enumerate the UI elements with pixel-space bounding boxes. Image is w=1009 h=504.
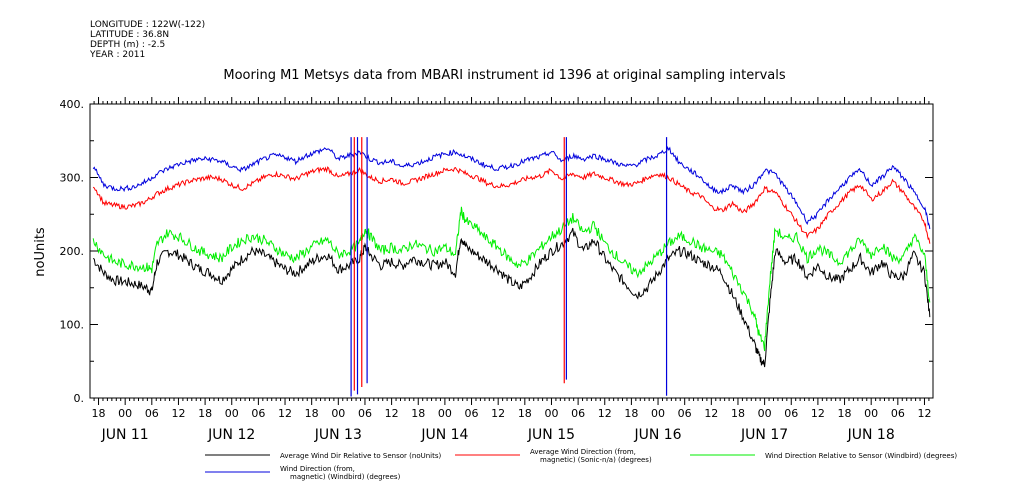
depth-label: DEPTH (m) : -2.5 [90,40,166,50]
y-axis-label: noUnits [33,227,48,277]
x-day-label: JUN 13 [314,427,362,443]
y-tick-label: 200. [60,245,85,258]
x-hour-label: 00 [331,407,345,420]
x-hour-label: 12 [171,407,185,420]
series-line-3 [92,206,931,352]
x-hour-label: 00 [544,407,558,420]
x-hour-label: 00 [225,407,239,420]
x-day-label: JUN 15 [527,427,575,443]
legend-entry-3: Wind Direction Relative to Sensor (Windb… [765,452,957,460]
x-day-label: JUN 11 [101,427,149,443]
x-day-label: JUN 16 [633,427,681,443]
x-hour-label: 18 [305,407,319,420]
plot-lines [92,137,931,397]
x-hour-label: 06 [891,407,905,420]
x-hour-label: 06 [358,407,372,420]
x-hour-label: 18 [731,407,745,420]
year-label: YEAR : 2011 [90,50,146,60]
legend-entry-2: Average Wind Direction (from, magnetic) (… [530,448,652,464]
x-hour-label: 06 [465,407,479,420]
plot-frame [89,103,934,399]
x-hour-label: 00 [758,407,772,420]
legend-entry-4: Wind Direction (from, magnetic) (Windbird… [280,465,401,481]
x-hour-label: 00 [651,407,665,420]
x-hour-label: 12 [278,407,292,420]
x-hour-label: 00 [438,407,452,420]
longitude-label: LONGITUDE : 122W(-122) [90,20,206,30]
x-hour-label: 18 [518,407,532,420]
x-hour-label: 18 [92,407,106,420]
x-hour-label: 12 [491,407,505,420]
x-hour-label: 18 [624,407,638,420]
y-tick-label: 400. [60,98,85,111]
x-hour-label: 12 [917,407,931,420]
legend-line: magnetic) (Sonic-n/a) (degrees) [540,456,652,464]
x-hour-label: 18 [198,407,212,420]
y-tick-label: 300. [60,172,85,185]
series-line-4 [92,145,931,230]
x-hour-label: 06 [145,407,159,420]
x-day-label: JUN 14 [420,427,468,443]
x-day-label: JUN 18 [847,427,895,443]
x-hour-label: 06 [678,407,692,420]
x-hour-label: 18 [411,407,425,420]
x-hour-label: 12 [598,407,612,420]
x-day-label: JUN 12 [207,427,255,443]
x-hour-label: 00 [118,407,132,420]
y-tick-label: 100. [60,319,85,332]
legend-entry-1: Average Wind Dir Relative to Sensor (noU… [280,452,441,460]
legend: Average Wind Dir Relative to Sensor (noU… [205,448,957,481]
axes: 0. 100. 200. 300. 400. 18 00 06 12 18 00 06 12 18 00 06… [60,97,933,443]
x-hour-label: 06 [571,407,585,420]
legend-line: Average Wind Direction (from, [530,448,636,456]
x-hour-label: 06 [784,407,798,420]
x-hour-label: 12 [811,407,825,420]
chart-title: Mooring M1 Metsys data from MBARI instru… [223,68,786,83]
x-hour-label: 18 [838,407,852,420]
legend-line: magnetic) (Windbird) (degrees) [290,473,401,481]
latitude-label: LATITUDE : 36.8N [90,30,170,40]
x-hour-label: 06 [251,407,265,420]
x-hour-label: 12 [704,407,718,420]
x-day-label: JUN 17 [740,427,788,443]
x-hour-label: 00 [864,407,878,420]
x-hour-label: 12 [385,407,399,420]
legend-line: Wind Direction (from, [280,465,355,473]
series-line-2 [92,166,931,244]
series-line-1 [92,227,931,368]
y-tick-label: 0. [74,392,85,405]
